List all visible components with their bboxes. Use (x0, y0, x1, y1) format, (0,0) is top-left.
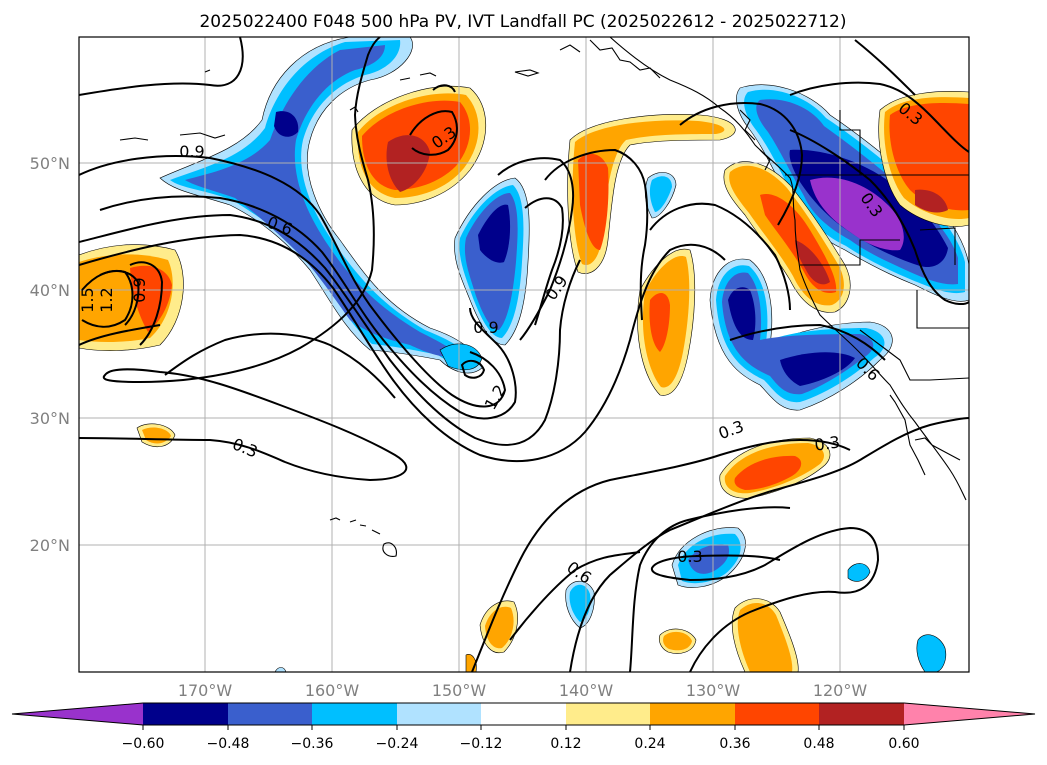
lat-label: 30°N (30, 409, 70, 428)
colorbar-tick-label: 0.36 (719, 736, 750, 752)
colorbar-segment (143, 703, 228, 725)
contour-label: 0.9 (130, 277, 149, 302)
colorbar-tick-label: 0.48 (803, 736, 834, 752)
contour-label: 0.3 (813, 432, 841, 454)
contour-label: 0.9 (179, 142, 204, 161)
colorbar-segment (397, 703, 481, 725)
colorbar-extend-low (12, 703, 143, 725)
colorbar-tick-label: 0.12 (550, 736, 581, 752)
colorbar-segment (650, 703, 735, 725)
lon-label: 160°W (305, 681, 360, 700)
colorbar-segment (819, 703, 904, 725)
longitude-labels: 170°W 160°W 150°W 140°W 130°W 120°W (178, 681, 868, 700)
lon-label: 150°W (432, 681, 487, 700)
contour-label: 1.5 (78, 287, 97, 312)
lat-label: 50°N (30, 154, 70, 173)
contour-label: 0.3 (677, 547, 702, 566)
lon-label: 130°W (686, 681, 741, 700)
contour-label: 1.2 (97, 287, 116, 312)
colorbar-segment (312, 703, 397, 725)
coastlines (119, 37, 969, 557)
colorbar-segment (566, 703, 650, 725)
colorbar-segment (481, 703, 566, 725)
colorbar-tick-label: 0.24 (634, 736, 665, 752)
pv-shading (79, 37, 969, 672)
colorbar-tick-label: −0.48 (207, 736, 250, 752)
lon-label: 170°W (178, 681, 233, 700)
lat-label: 40°N (30, 281, 70, 300)
colorbar-tick-label: 0.60 (888, 736, 919, 752)
colorbar-segment (735, 703, 819, 725)
map-area: 0.9 0.6 0.3 0.3 0.9 0.9 1.2 0.3 0.3 0.3 … (78, 37, 969, 672)
lon-label: 120°W (813, 681, 868, 700)
colorbar-tick-label: −0.60 (122, 736, 165, 752)
latitude-labels: 50°N 40°N 30°N 20°N (30, 154, 70, 555)
contour-label: 0.9 (473, 318, 498, 337)
colorbar-segment (228, 703, 312, 725)
gridlines (79, 37, 969, 672)
colorbar-tick-label: −0.24 (376, 736, 419, 752)
colorbar-extend-high (904, 703, 1035, 725)
map-frame (78, 36, 970, 673)
lon-label: 140°W (559, 681, 614, 700)
colorbar: −0.60 −0.48 −0.36 −0.24 −0.12 0.12 0.24 … (11, 702, 1036, 752)
ivt-contours (79, 37, 969, 672)
lat-label: 20°N (30, 536, 70, 555)
map-title: 2025022400 F048 500 hPa PV, IVT Landfall… (199, 12, 846, 32)
colorbar-tick-label: −0.36 (291, 736, 334, 752)
colorbar-tick-label: −0.12 (460, 736, 503, 752)
